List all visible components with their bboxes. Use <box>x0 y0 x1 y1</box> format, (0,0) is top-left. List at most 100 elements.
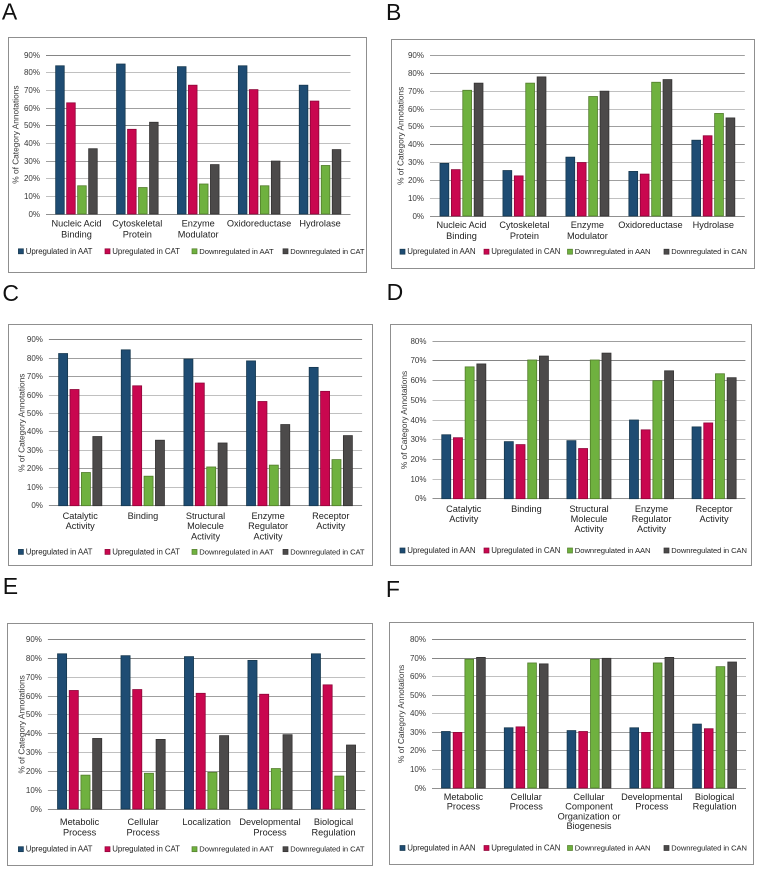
svg-text:Activity: Activity <box>637 524 667 534</box>
svg-text:Modulator: Modulator <box>567 231 608 241</box>
svg-text:50%: 50% <box>408 122 424 131</box>
svg-text:Catalytic: Catalytic <box>446 504 482 514</box>
svg-text:Activity: Activity <box>449 514 479 524</box>
svg-text:Downregulated in AAT: Downregulated in AAT <box>199 247 274 256</box>
svg-text:Oxidoreductase: Oxidoreductase <box>227 218 291 228</box>
svg-text:20%: 20% <box>410 746 426 755</box>
svg-text:0%: 0% <box>28 210 40 219</box>
svg-text:0%: 0% <box>31 501 43 510</box>
svg-text:Upregulated in CAT: Upregulated in CAT <box>112 547 180 556</box>
svg-text:20%: 20% <box>410 455 426 464</box>
svg-text:Regulation: Regulation <box>693 802 737 812</box>
svg-text:% of Category Annotations: % of Category Annotations <box>11 85 21 183</box>
svg-text:Cytoskeletal: Cytoskeletal <box>499 220 549 230</box>
svg-text:Upregulated in CAT: Upregulated in CAT <box>112 845 180 854</box>
svg-text:Organization or: Organization or <box>558 811 621 821</box>
svg-text:90%: 90% <box>27 335 43 344</box>
svg-text:Upregulated in CAT: Upregulated in CAT <box>112 247 180 256</box>
svg-text:10%: 10% <box>410 765 426 774</box>
svg-text:E: E <box>3 573 18 599</box>
svg-text:Metabolic: Metabolic <box>444 792 484 802</box>
svg-text:Activity: Activity <box>254 532 284 542</box>
svg-text:Nucleic Acid: Nucleic Acid <box>436 220 486 230</box>
svg-text:50%: 50% <box>24 121 40 130</box>
svg-text:40%: 40% <box>408 140 424 149</box>
svg-text:40%: 40% <box>27 427 43 436</box>
svg-text:60%: 60% <box>408 105 424 114</box>
svg-text:Enzyme: Enzyme <box>182 218 215 228</box>
svg-text:Downregulated in CAT: Downregulated in CAT <box>290 247 365 256</box>
svg-text:Nucleic Acid: Nucleic Acid <box>51 218 101 228</box>
svg-text:10%: 10% <box>408 194 424 203</box>
svg-text:Metabolic: Metabolic <box>60 817 100 827</box>
svg-text:Process: Process <box>635 802 669 812</box>
svg-text:Process: Process <box>510 802 544 812</box>
svg-text:80%: 80% <box>27 354 43 363</box>
svg-text:Cellular: Cellular <box>573 792 604 802</box>
svg-text:50%: 50% <box>27 409 43 418</box>
svg-text:50%: 50% <box>410 691 426 700</box>
svg-text:Oxidoreductase: Oxidoreductase <box>618 220 682 230</box>
svg-text:80%: 80% <box>408 69 424 78</box>
svg-text:30%: 30% <box>24 157 40 166</box>
svg-text:Receptor: Receptor <box>695 504 732 514</box>
svg-text:Downregulated in CAT: Downregulated in CAT <box>290 845 365 854</box>
svg-text:30%: 30% <box>410 435 426 444</box>
svg-text:Upregulated in AAT: Upregulated in AAT <box>26 247 93 256</box>
svg-text:20%: 20% <box>27 464 43 473</box>
svg-text:% of Category Annotations: % of Category Annotations <box>396 665 406 763</box>
svg-text:0%: 0% <box>414 784 426 793</box>
svg-text:Downregulated in CAN: Downregulated in CAN <box>671 844 747 853</box>
svg-text:20%: 20% <box>408 176 424 185</box>
svg-text:Binding: Binding <box>511 504 542 514</box>
svg-text:Downregulated in AAT: Downregulated in AAT <box>199 547 274 556</box>
svg-text:Developmental: Developmental <box>621 792 682 802</box>
svg-text:30%: 30% <box>26 748 42 757</box>
svg-text:80%: 80% <box>410 337 426 346</box>
svg-text:50%: 50% <box>410 396 426 405</box>
svg-text:Activity: Activity <box>316 521 346 531</box>
svg-text:50%: 50% <box>26 710 42 719</box>
svg-text:Protein: Protein <box>123 229 152 239</box>
svg-text:0%: 0% <box>30 805 42 814</box>
svg-text:Downregulated in AAT: Downregulated in AAT <box>199 845 274 854</box>
svg-text:Biological: Biological <box>695 792 734 802</box>
svg-text:Enzyme: Enzyme <box>251 511 284 521</box>
svg-text:Enzyme: Enzyme <box>571 220 604 230</box>
svg-text:Downregulated in CAN: Downregulated in CAN <box>671 247 747 256</box>
svg-text:% of Category Annotations: % of Category Annotations <box>16 374 26 472</box>
svg-text:60%: 60% <box>24 104 40 113</box>
svg-text:Developmental: Developmental <box>239 817 300 827</box>
svg-text:60%: 60% <box>27 391 43 400</box>
svg-text:Activity: Activity <box>700 514 730 524</box>
svg-text:Regulator: Regulator <box>248 521 288 531</box>
svg-text:40%: 40% <box>410 709 426 718</box>
svg-text:30%: 30% <box>410 728 426 737</box>
svg-text:Upregulated in CAN: Upregulated in CAN <box>491 247 560 256</box>
svg-text:Activity: Activity <box>191 532 221 542</box>
svg-text:Protein: Protein <box>510 231 539 241</box>
svg-text:Downregulated in AAN: Downregulated in AAN <box>575 546 651 555</box>
svg-text:Binding: Binding <box>128 511 159 521</box>
svg-text:Molecule: Molecule <box>571 514 608 524</box>
svg-text:70%: 70% <box>408 87 424 96</box>
svg-text:90%: 90% <box>408 51 424 60</box>
svg-text:30%: 30% <box>408 158 424 167</box>
svg-text:% of Category Annotations: % of Category Annotations <box>395 87 405 185</box>
svg-text:60%: 60% <box>26 692 42 701</box>
svg-text:40%: 40% <box>24 139 40 148</box>
svg-text:A: A <box>2 0 18 24</box>
svg-text:Upregulated in AAN: Upregulated in AAN <box>407 844 476 853</box>
svg-text:Hydrolase: Hydrolase <box>693 220 734 230</box>
svg-text:Component: Component <box>565 802 613 812</box>
svg-text:60%: 60% <box>410 376 426 385</box>
svg-text:Activity: Activity <box>66 521 96 531</box>
svg-text:70%: 70% <box>410 356 426 365</box>
svg-text:Structural: Structural <box>569 504 608 514</box>
svg-text:Localization: Localization <box>182 817 231 827</box>
svg-text:80%: 80% <box>410 635 426 644</box>
svg-text:40%: 40% <box>26 729 42 738</box>
svg-text:Upregulated in CAN: Upregulated in CAN <box>491 546 560 555</box>
svg-text:Catalytic: Catalytic <box>63 511 99 521</box>
svg-text:% of Category Annotations: % of Category Annotations <box>399 371 409 469</box>
